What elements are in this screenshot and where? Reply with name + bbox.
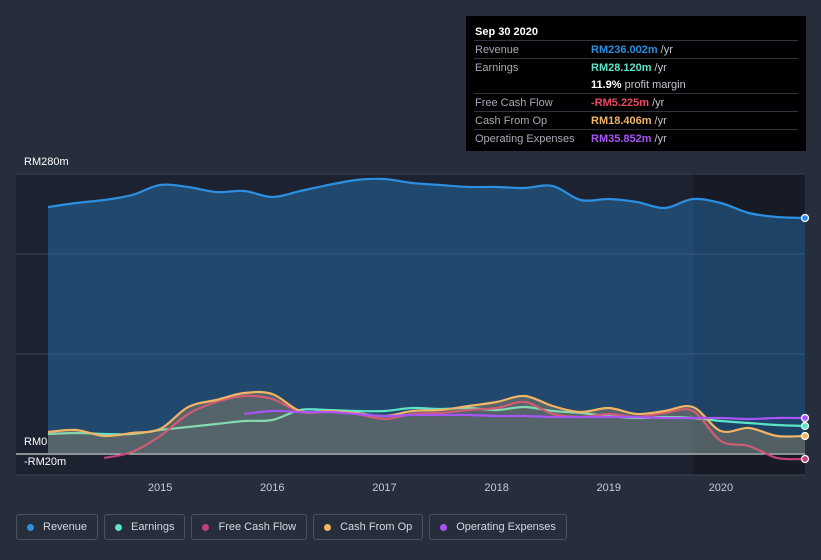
tooltip-row-unit: /yr (654, 61, 667, 74)
x-tick-label: 2015 (147, 482, 173, 494)
tooltip-row: Earnings RM28.120m/yr (474, 58, 798, 76)
earnings-end-point (800, 421, 810, 431)
tooltip-row: Free Cash Flow -RM5.225m/yr (474, 93, 798, 111)
y-axis-zero-label: RM0 (24, 436, 48, 448)
legend-item-free-cash-flow[interactable]: Free Cash Flow (191, 514, 308, 540)
end-markers (800, 213, 810, 464)
legend-dot-icon (115, 523, 123, 531)
legend-label: Earnings (131, 521, 175, 533)
tooltip-row-unit: /yr (654, 114, 667, 127)
y-axis-bottom-label: -RM20m (24, 456, 67, 468)
revenue-line (47, 177, 806, 220)
operating-expenses-line (244, 409, 806, 421)
series-layer (47, 177, 806, 461)
plot-background (16, 174, 805, 475)
tooltip-row-value: RM236.002m (591, 43, 658, 56)
tooltip-row-label: Cash From Op (475, 114, 548, 127)
tooltip-row-unit: /yr (654, 132, 667, 145)
tooltip-row-unit: /yr (652, 96, 665, 109)
legend-dot-icon (324, 523, 332, 531)
y-axis-top-label: RM280m (24, 156, 69, 168)
legend-label: Cash From Op (340, 521, 413, 533)
free-cash-flow-line (103, 394, 806, 461)
tooltip-row: Cash From Op RM18.406m/yr (474, 111, 798, 129)
legend-label: Free Cash Flow (218, 521, 297, 533)
tooltip-rows: Revenue RM236.002m/yr Earnings RM28.120m/yr… (474, 40, 798, 147)
legend-item-earnings[interactable]: Earnings (104, 514, 186, 540)
legend-item-revenue[interactable]: Revenue (16, 514, 99, 540)
legend-dot-icon (202, 523, 210, 531)
tooltip-row-value: RM28.120m (591, 61, 652, 74)
data-tooltip: Sep 30 2020 Revenue RM236.002m/yr Earnings… (466, 16, 806, 151)
grid-lines (16, 173, 805, 476)
chart-background (16, 174, 805, 475)
tooltip-row-label: Operating Expenses (475, 132, 575, 145)
x-tick-label: 2016 (260, 482, 285, 494)
tooltip-row-label: Free Cash Flow (475, 96, 553, 109)
legend-item-operating-expenses[interactable]: Operating Expenses (429, 514, 567, 540)
revenue-area (48, 178, 805, 455)
x-tick-label: 2019 (596, 482, 621, 494)
cash-from-op-end-point (800, 431, 810, 441)
x-tick-label: 2020 (708, 482, 734, 494)
tooltip-row-value: -RM5.225m (591, 96, 650, 109)
tooltip-row: Operating Expenses RM35.852m/yr (474, 129, 798, 147)
operating-expenses-end-point (800, 413, 810, 423)
legend-label: Operating Expenses (456, 521, 556, 533)
tooltip-row-value: RM35.852m (591, 132, 652, 145)
tooltip-row: Revenue RM236.002m/yr (474, 40, 798, 58)
revenue-end-point (800, 213, 810, 223)
tooltip-row: 11.9% profit margin (474, 76, 798, 93)
legend-dot-icon (440, 523, 448, 531)
tooltip-row-unit: profit margin (624, 78, 686, 91)
tooltip-row-unit: /yr (660, 43, 673, 56)
x-tick-label: 2018 (484, 482, 509, 494)
legend-dot-icon (27, 523, 34, 531)
tooltip-row-value: 11.9% (591, 78, 622, 91)
legend-item-cash-from-op[interactable]: Cash From Op (313, 514, 424, 540)
legend-label: Revenue (43, 521, 88, 533)
tooltip-row-label: Earnings (475, 61, 519, 74)
tooltip-row-value: RM18.406m (591, 114, 652, 127)
tooltip-row-label: Revenue (475, 43, 520, 56)
chart-legend: Revenue Earnings Free Cash Flow Cash From O… (16, 514, 567, 540)
x-tick-label: 2017 (372, 482, 397, 494)
free-cash-flow-end-point (800, 454, 810, 464)
cash-from-op-area (48, 392, 805, 454)
chart-area (16, 173, 810, 476)
tooltip-date: Sep 30 2020 (475, 26, 538, 38)
cash-from-op-line (47, 390, 806, 438)
